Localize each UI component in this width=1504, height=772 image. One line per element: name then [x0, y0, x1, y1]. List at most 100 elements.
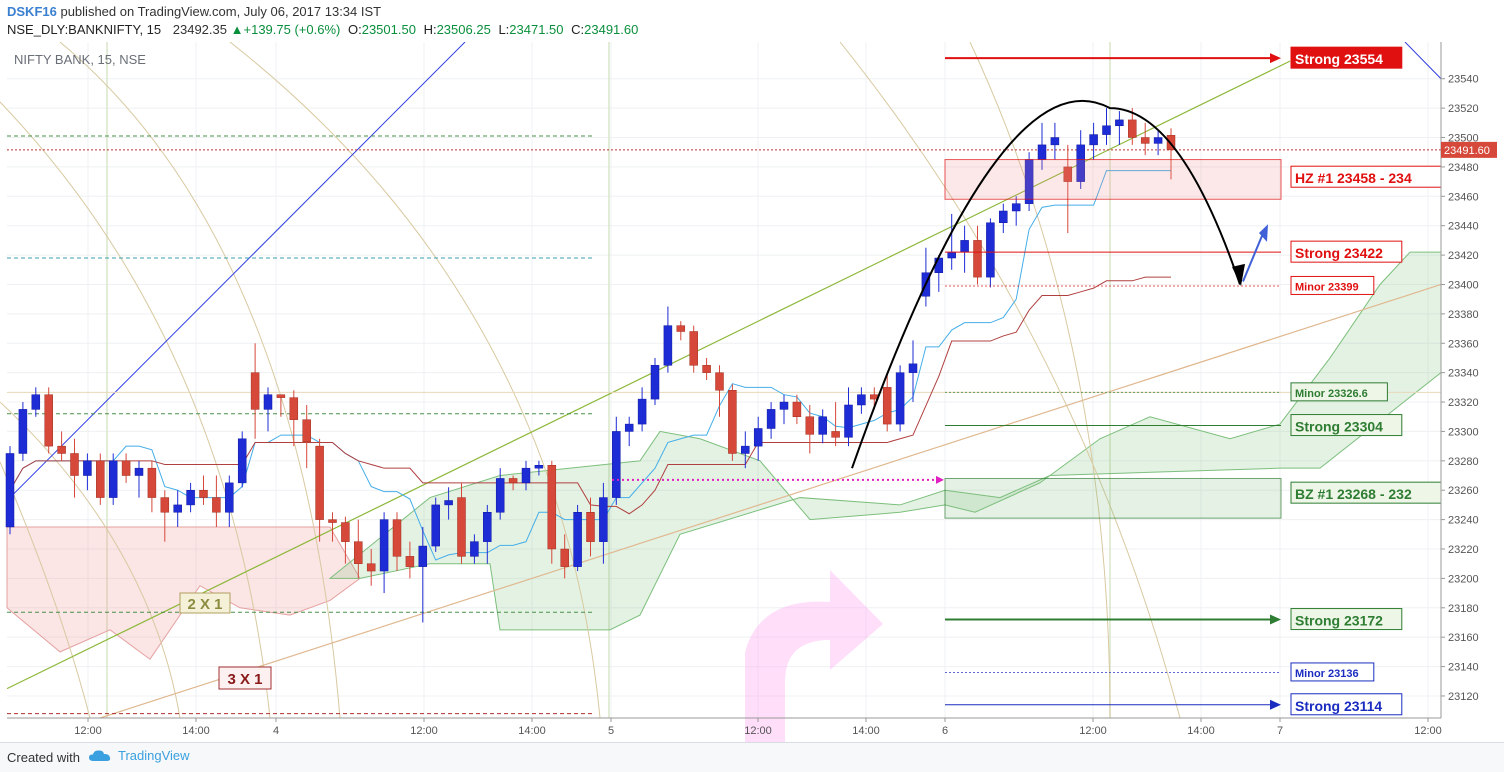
candle-body [431, 504, 440, 547]
candle [1140, 122, 1150, 156]
candle-body [483, 512, 492, 542]
x-tick-label: 12:00 [410, 725, 438, 737]
candle [44, 387, 53, 454]
candle [753, 416, 763, 461]
y-tick-label: 23400 [1448, 279, 1479, 291]
x-tick-label: 12:00 [1079, 725, 1107, 737]
level-3: Strong 23422 [945, 240, 1403, 263]
candle-body [173, 504, 182, 513]
candle-body [18, 409, 28, 454]
candle [676, 321, 686, 341]
symbol-label: NSE_DLY:BANKNIFTY, 15 [7, 22, 162, 37]
candle-body [250, 372, 260, 410]
level-label-box [1290, 382, 1388, 402]
candle [173, 490, 182, 527]
y-tick-label: 23480 [1448, 162, 1479, 174]
candle-body [715, 372, 724, 391]
gann-arc [969, 41, 1111, 719]
candle [225, 475, 234, 527]
y-tick-label: 23500 [1448, 133, 1479, 145]
axes-layer: 23120 23140 23160 23180 23200 23220 23240 23260… [7, 42, 1497, 737]
low-value: 23471.50 [509, 22, 564, 37]
tradingview-logo[interactable]: TradingView [88, 748, 190, 763]
candle [637, 387, 647, 432]
y-tick-label: 23180 [1448, 603, 1479, 615]
indicator-lines-layer [6, 41, 1442, 719]
candle [1011, 196, 1021, 226]
ratio-label: 3 X 1 [227, 671, 262, 688]
candle [1089, 122, 1098, 160]
level-label-box [1290, 414, 1403, 437]
candle-body [5, 453, 15, 528]
candle [895, 365, 905, 432]
ratio-2x1: 2 X 1 [179, 592, 231, 614]
candle [1128, 108, 1137, 145]
level-label: Strong 23554 [1295, 51, 1383, 67]
candle [160, 490, 170, 542]
candle [418, 526, 428, 623]
candle-body [147, 467, 157, 498]
level-label-box [1290, 275, 1375, 295]
candle-body [418, 545, 428, 567]
candle-body [702, 365, 711, 373]
candle [341, 516, 350, 564]
blue-trendline-right [1404, 41, 1442, 80]
level-label-box [1290, 693, 1403, 716]
candle [121, 453, 131, 483]
candle-body [999, 210, 1008, 224]
high-value: 23506.25 [436, 22, 491, 37]
candle-body [986, 222, 995, 278]
candle-body [83, 460, 92, 476]
candle [276, 394, 286, 417]
level-zone [944, 477, 1282, 519]
candle-body [521, 467, 531, 484]
candle [250, 343, 260, 439]
tan-trendline [99, 283, 1442, 719]
level-6: Strong 23304 [945, 414, 1403, 437]
price-chart[interactable]: Strong 23554 HZ #1 23458 - 234 Strong 2342… [0, 41, 1504, 742]
candle [457, 482, 466, 564]
candle [650, 357, 660, 405]
y-tick-label: 23320 [1448, 397, 1479, 409]
y-tick-label: 23520 [1448, 103, 1479, 115]
candle-body [818, 416, 827, 435]
level-zone [944, 159, 1282, 200]
level-label: Minor 23136 [1295, 668, 1359, 680]
y-tick-label: 23220 [1448, 544, 1479, 556]
level-label: Strong 23304 [1295, 419, 1383, 435]
candle-body [934, 257, 944, 273]
chart-area[interactable]: Strong 23554 HZ #1 23458 - 234 Strong 2342… [0, 41, 1504, 742]
y-tick-label: 23360 [1448, 338, 1479, 350]
arrow-head-icon [1270, 53, 1281, 64]
candle [108, 453, 118, 505]
candle [882, 372, 892, 432]
candle [5, 446, 15, 535]
x-tick-label: 14:00 [518, 725, 546, 737]
y-tick-label: 23300 [1448, 426, 1479, 438]
candle-body [57, 445, 66, 454]
candle-body [676, 325, 686, 332]
candle-body [844, 404, 853, 438]
projection-arc [851, 99, 1241, 469]
candle-body [973, 240, 982, 278]
candle [612, 416, 621, 505]
candle [354, 519, 363, 579]
candle [973, 225, 982, 285]
candle [624, 416, 634, 447]
candle [31, 387, 41, 417]
candle [392, 512, 402, 572]
author-name[interactable]: DSKF16 [7, 4, 57, 19]
level-label: Strong 23422 [1295, 245, 1383, 261]
candle [741, 431, 750, 469]
candle-body [650, 365, 660, 400]
candle-body [341, 522, 350, 542]
candle [999, 203, 1008, 234]
gann-arc [0, 461, 91, 719]
candle-body [160, 497, 170, 513]
candle-body [547, 464, 557, 550]
candle-body [186, 489, 195, 506]
candle-body [495, 478, 505, 513]
up-triangle-icon: ▲ [230, 22, 244, 37]
candle [147, 460, 157, 513]
y-tick-label: 23340 [1448, 368, 1479, 380]
